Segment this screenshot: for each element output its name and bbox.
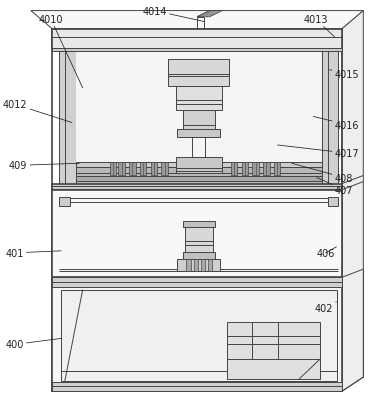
Bar (186, 259, 191, 272)
Bar (150, 162, 157, 175)
Bar (185, 228, 213, 252)
Text: 4010: 4010 (39, 15, 83, 89)
Text: 408: 408 (292, 164, 353, 183)
Bar (75, 182, 322, 185)
Bar (52, 382, 342, 391)
Text: 407: 407 (317, 178, 353, 195)
Bar (175, 87, 222, 111)
Bar (322, 50, 338, 184)
Bar (129, 162, 136, 175)
Bar (119, 162, 125, 175)
Bar (110, 162, 116, 175)
Bar (231, 162, 238, 175)
Bar (194, 259, 198, 272)
Text: 401: 401 (5, 248, 61, 258)
Bar (52, 280, 342, 391)
Bar (75, 177, 322, 182)
Bar (183, 221, 215, 228)
Bar (177, 259, 220, 272)
Polygon shape (342, 11, 363, 391)
Bar (52, 49, 342, 52)
Bar (183, 252, 215, 259)
Bar (327, 198, 338, 207)
Bar (208, 259, 212, 272)
Bar (75, 168, 322, 177)
Bar (177, 130, 220, 137)
Bar (140, 162, 146, 175)
Text: 402: 402 (315, 302, 337, 313)
Bar (52, 184, 342, 190)
Bar (52, 30, 342, 50)
Polygon shape (197, 11, 222, 18)
Text: 400: 400 (5, 339, 61, 350)
Text: 4015: 4015 (329, 70, 359, 79)
Bar (75, 163, 322, 168)
Bar (183, 111, 215, 131)
Bar (52, 278, 342, 288)
Bar (252, 162, 259, 175)
Bar (175, 158, 222, 174)
Text: 406: 406 (316, 247, 337, 258)
Text: 4016: 4016 (313, 117, 359, 130)
Bar (169, 60, 229, 87)
Bar (52, 190, 342, 278)
Text: 4013: 4013 (303, 15, 335, 38)
Bar (60, 198, 70, 207)
Bar (61, 290, 337, 381)
Bar (227, 322, 320, 379)
Bar (60, 50, 75, 184)
Polygon shape (31, 11, 363, 30)
Text: 409: 409 (9, 161, 79, 171)
Text: 4017: 4017 (277, 146, 359, 159)
Bar (263, 162, 269, 175)
Bar (200, 259, 205, 272)
Text: 4012: 4012 (3, 100, 72, 123)
Bar (52, 30, 342, 391)
Text: 4014: 4014 (142, 7, 204, 22)
Bar (161, 162, 168, 175)
Bar (190, 165, 208, 168)
Bar (75, 50, 322, 184)
Bar (242, 162, 248, 175)
Bar (274, 162, 280, 175)
